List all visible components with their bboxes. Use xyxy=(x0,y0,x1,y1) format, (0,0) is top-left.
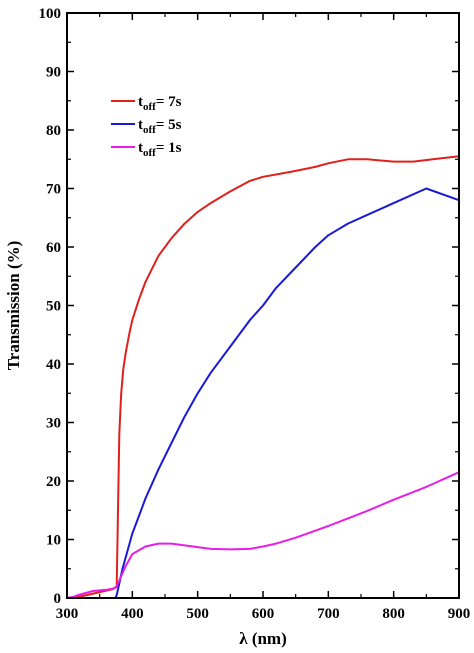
legend-label: toff= 5s xyxy=(138,117,182,136)
axis-ticks xyxy=(66,12,460,599)
y-tick-label: 20 xyxy=(46,474,61,490)
series-line-3 xyxy=(66,471,460,599)
y-tick-label: 30 xyxy=(46,416,61,432)
x-tick-label: 800 xyxy=(382,606,405,622)
legend-entry-1: toff= 7s xyxy=(111,94,182,113)
x-tick-label: 700 xyxy=(317,606,340,622)
series-line-2 xyxy=(67,187,460,599)
y-tick-label: 0 xyxy=(54,591,62,607)
y-tick-label: 10 xyxy=(46,533,61,549)
x-tick-label: 900 xyxy=(448,606,471,622)
x-tick-label: 400 xyxy=(121,606,144,622)
y-tick-label: 80 xyxy=(46,123,61,139)
y-tick-label: 60 xyxy=(46,240,61,256)
y-tick-label: 90 xyxy=(46,65,61,81)
x-tick-label: 600 xyxy=(252,606,275,622)
series-line-1 xyxy=(67,155,460,599)
plot-lines xyxy=(66,155,460,599)
legend-entry-3: toff= 1s xyxy=(111,140,182,159)
x-tick-label: 300 xyxy=(56,606,79,622)
axis-tick-labels: 300 400 500 600 700 800 900 0 10 20 30 40 50 60 70 80 90… xyxy=(39,6,471,622)
y-tick-label: 70 xyxy=(46,182,61,198)
y-axis-title: Transmission (%) xyxy=(4,241,23,371)
legend-entry-2: toff= 5s xyxy=(111,117,182,136)
legend: toff= 7s toff= 5s toff= 1s xyxy=(111,94,182,159)
legend-label: toff= 7s xyxy=(138,94,182,113)
x-tick-label: 500 xyxy=(186,606,209,622)
legend-label: toff= 1s xyxy=(138,140,182,159)
y-tick-label: 50 xyxy=(46,299,61,315)
y-tick-label: 40 xyxy=(46,357,61,373)
y-tick-label: 100 xyxy=(39,6,62,22)
x-axis-title: λ (nm) xyxy=(239,629,287,648)
